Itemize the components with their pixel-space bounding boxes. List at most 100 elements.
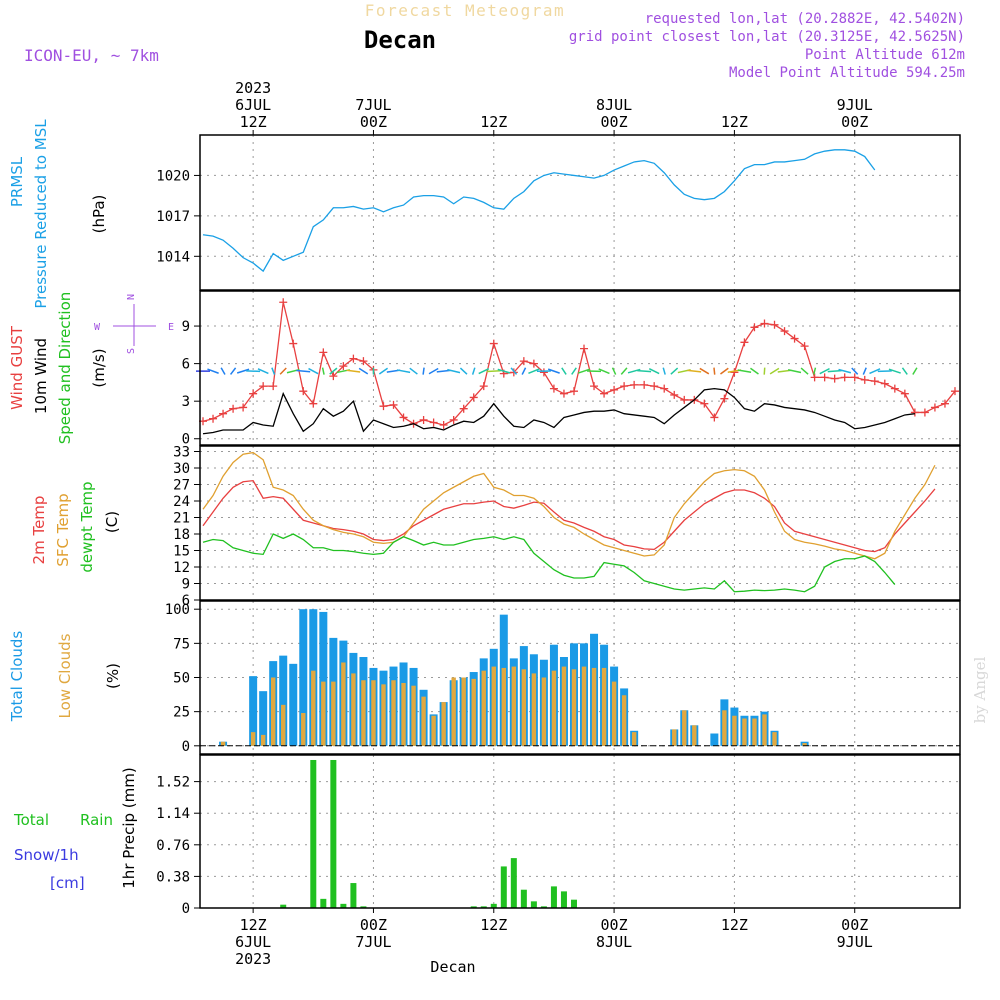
gust-point — [549, 384, 558, 393]
top-time-label: 00Z — [360, 113, 387, 131]
low_cloud-bar — [742, 718, 747, 746]
gust-point — [479, 382, 488, 391]
gust-point — [449, 415, 458, 424]
temp-dewpt-label: dewpt Temp — [78, 481, 96, 572]
wind-arrow — [561, 367, 567, 375]
low_cloud-bar — [250, 732, 256, 746]
gust-point — [509, 368, 518, 377]
gust-point — [359, 357, 368, 366]
gust-point — [219, 409, 228, 418]
pressure-panel-labels: PRMSL Pressure Reduced to MSL (hPa) — [8, 119, 108, 309]
low_cloud-bar — [752, 718, 757, 746]
low_cloud-bar — [471, 678, 476, 746]
low_cloud-bar — [672, 729, 677, 746]
gust-point — [309, 399, 318, 408]
gust-point — [930, 403, 939, 412]
compass-e: E — [168, 322, 174, 333]
temp-2m-label: 2m Temp — [30, 496, 48, 565]
pressure-unit-label: (hPa) — [90, 195, 108, 234]
top-time-label: 00Z — [841, 113, 868, 131]
gust-point — [900, 389, 909, 398]
gust-point — [740, 338, 749, 347]
wind-arrow — [220, 367, 226, 375]
low_cloud-bar — [531, 673, 537, 746]
y-tick-label: 0 — [182, 901, 190, 917]
gust-point — [880, 379, 889, 388]
wind-arrow — [428, 367, 439, 375]
y-tick-label: 30 — [173, 461, 190, 477]
total_cloud-bar — [279, 655, 288, 746]
top-time-label: 9JUL — [837, 96, 873, 114]
gust-point — [680, 395, 689, 404]
low_cloud-bar — [762, 714, 767, 746]
compass-w: W — [94, 322, 101, 333]
bottom-time-label: 9JUL — [837, 933, 873, 951]
low_cloud-bar — [311, 670, 316, 746]
low_cloud-bar — [341, 662, 346, 746]
gust-point — [289, 339, 298, 348]
gust-point — [720, 394, 729, 403]
clouds-unit-label: (%) — [104, 663, 122, 689]
rain-bar — [470, 906, 477, 908]
total_cloud-bar — [299, 609, 308, 746]
top-time-label: 12Z — [721, 113, 748, 131]
low_cloud-bar — [361, 680, 366, 746]
top-time-label: 00Z — [601, 113, 628, 131]
gust-point — [459, 404, 468, 413]
compass-rose: N S W E — [94, 294, 174, 354]
wind-arrow — [713, 367, 716, 375]
low_cloud-bar — [631, 732, 637, 746]
rain-bar — [480, 906, 487, 908]
wind-arrow — [271, 367, 276, 375]
rain-bar — [350, 883, 357, 908]
wind-arrow — [236, 368, 250, 374]
wind-arrow — [471, 367, 476, 375]
y-tick-label: 0.38 — [156, 869, 190, 885]
gust-point — [750, 323, 759, 332]
wind-arrow — [409, 367, 418, 375]
y-tick-label: 1014 — [156, 249, 190, 265]
y-tick-label: 21 — [173, 511, 190, 527]
gust-point — [650, 382, 659, 391]
low_cloud-bar — [611, 681, 617, 746]
wind-arrow — [528, 368, 540, 375]
gust-point — [670, 390, 679, 399]
wind-10m-label: 10m Wind — [32, 338, 50, 414]
gust-point — [279, 298, 288, 307]
low_cloud-bar — [421, 696, 426, 746]
gust-point — [640, 380, 649, 389]
gust-point — [760, 319, 769, 328]
gust-point — [890, 384, 899, 393]
gust-point — [489, 339, 498, 348]
wind-arrow — [862, 367, 867, 375]
wind-arrow — [620, 367, 628, 375]
wind-arrow — [670, 367, 679, 375]
low_cloud-bar — [591, 667, 597, 746]
wind-arrow — [577, 368, 591, 374]
low_cloud-bar — [692, 725, 697, 746]
y-tick-label: 12 — [173, 560, 190, 576]
bottom-time-label: 8JUL — [596, 933, 632, 951]
info-line-1: requested lon,lat (20.2882E, 42.5402N) — [645, 11, 965, 27]
bottom-time-label: 00Z — [360, 916, 387, 934]
wind-arrow — [813, 367, 817, 375]
wind-arrow — [648, 367, 660, 375]
gust-point — [590, 382, 599, 391]
info-line-2: grid point closest lon,lat (20.3125E, 42… — [569, 29, 965, 45]
wind-arrow — [720, 367, 729, 375]
gust-point — [329, 372, 338, 381]
low_cloud-bar — [621, 695, 627, 746]
rain-bar — [310, 759, 317, 908]
gust-point — [870, 377, 879, 386]
precip-unit-label: 1hr Precip (mm) — [120, 767, 138, 888]
low_cloud-bar — [270, 677, 276, 746]
gust-point — [429, 418, 438, 427]
wind-arrow — [838, 368, 852, 374]
low_cloud-bar — [682, 710, 687, 746]
gust-point — [239, 403, 248, 412]
wind-arrow — [687, 369, 702, 373]
wind-arrow — [912, 367, 918, 375]
info-line-3: Point Altitude 612m — [805, 47, 965, 63]
low-clouds-label: Low Clouds — [56, 633, 74, 718]
gust-point — [569, 387, 578, 396]
